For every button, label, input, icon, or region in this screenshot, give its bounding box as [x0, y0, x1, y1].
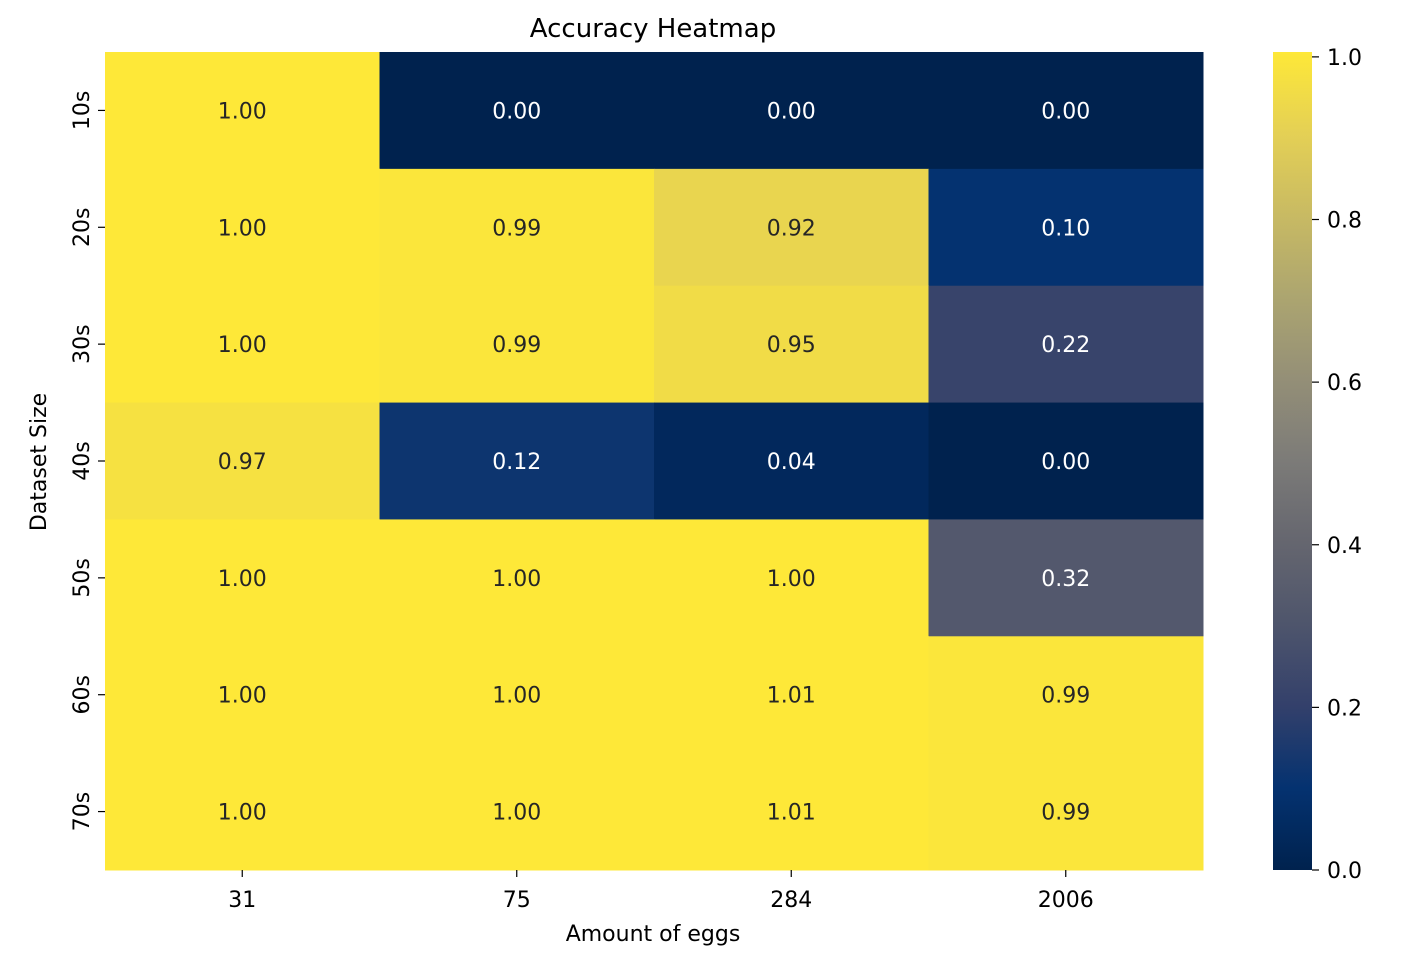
cell-value-label: 1.00: [767, 567, 816, 592]
heatmap-cell: [105, 753, 380, 871]
heatmap-cell: [105, 285, 380, 404]
heatmap-cell: [654, 168, 929, 287]
heatmap-cell: [928, 519, 1204, 637]
cell-value-label: 0.99: [1041, 684, 1090, 709]
heatmap-cell: [928, 168, 1204, 287]
cell-value-label: 0.97: [218, 450, 267, 475]
heatmap-cell: [379, 168, 655, 287]
cell-value-label: 1.00: [492, 801, 541, 826]
cell-value-label: 0.99: [1041, 801, 1090, 826]
cell-value-label: 0.99: [492, 333, 541, 358]
x-tick-label: 2006: [1038, 888, 1094, 913]
colorbar-tick-label: 0.2: [1327, 696, 1362, 721]
heatmap-cell: [379, 636, 655, 754]
heatmap-cell: [379, 519, 655, 637]
heatmap-cell: [654, 52, 929, 170]
cell-value-label: 0.92: [767, 216, 816, 241]
cell-value-label: 1.00: [218, 216, 267, 241]
heatmap-cell: [379, 753, 655, 871]
cell-value-label: 1.00: [218, 684, 267, 709]
y-tick-label: 50s: [70, 558, 95, 597]
cell-value-label: 1.00: [218, 567, 267, 592]
y-tick-label: 20s: [70, 208, 95, 247]
cell-value-label: 0.00: [492, 99, 541, 124]
heatmap-cell: [654, 753, 929, 871]
heatmap-cells: 1.00 0.00 0.00 0.00 1.00 0.99 0.92 0.10 1.00 0.99…: [105, 52, 1204, 871]
cell-value-label: 0.99: [492, 216, 541, 241]
heatmap-cell: [928, 753, 1204, 871]
x-axis: 31 75 284 2006: [228, 870, 1094, 913]
heatmap-cell: [928, 402, 1204, 520]
cell-value-label: 1.01: [767, 801, 816, 826]
colorbar-ticks: 0.0 0.2 0.4 0.6 0.8 1.0: [1312, 46, 1362, 884]
heatmap-cell: [379, 402, 655, 520]
heatmap-cell: [379, 285, 655, 404]
cell-value-label: 0.00: [767, 99, 816, 124]
cell-value-label: 1.00: [492, 567, 541, 592]
colorbar: [1273, 52, 1312, 870]
heatmap-cell: [105, 636, 380, 754]
colorbar-tick-label: 1.0: [1327, 46, 1362, 71]
heatmap-cell: [105, 402, 380, 520]
cell-value-label: 1.00: [218, 333, 267, 358]
chart-title: Accuracy Heatmap: [530, 14, 776, 44]
cell-value-label: 0.22: [1041, 333, 1090, 358]
heatmap-cell: [654, 285, 929, 404]
x-tick-label: 31: [228, 888, 256, 913]
heatmap-cell: [928, 52, 1204, 170]
y-tick-label: 70s: [70, 792, 95, 831]
cell-value-label: 0.32: [1041, 567, 1090, 592]
colorbar-tick-label: 0.0: [1327, 859, 1362, 884]
cell-value-label: 0.12: [492, 450, 541, 475]
y-axis-label: Dataset Size: [27, 393, 52, 531]
heatmap-cell: [654, 402, 929, 520]
colorbar-tick-label: 0.8: [1327, 209, 1362, 234]
cell-value-label: 1.00: [492, 684, 541, 709]
y-axis: 10s 20s 30s 40s 50s 60s 70s: [70, 91, 105, 831]
cell-value-label: 1.00: [218, 99, 267, 124]
heatmap-cell: [654, 519, 929, 637]
x-axis-label: Amount of eggs: [566, 922, 741, 947]
heatmap-cell: [105, 519, 380, 637]
heatmap-cell: [379, 52, 655, 170]
cell-value-label: 1.00: [218, 801, 267, 826]
cell-value-label: 0.00: [1041, 99, 1090, 124]
cell-value-label: 0.95: [767, 333, 816, 358]
colorbar-tick-label: 0.4: [1327, 534, 1362, 559]
cell-value-label: 0.10: [1041, 216, 1090, 241]
heatmap-cell: [105, 168, 380, 287]
x-tick-label: 284: [770, 888, 812, 913]
colorbar-tick-label: 0.6: [1327, 371, 1362, 396]
y-tick-label: 40s: [70, 441, 95, 480]
heatmap-cell: [105, 52, 380, 170]
heatmap-cell: [654, 636, 929, 754]
cell-value-label: 0.00: [1041, 450, 1090, 475]
cell-value-label: 1.01: [767, 684, 816, 709]
y-tick-label: 30s: [70, 324, 95, 363]
heatmap-cell: [928, 636, 1204, 754]
cell-value-label: 0.04: [767, 450, 816, 475]
y-tick-label: 60s: [70, 675, 95, 714]
y-tick-label: 10s: [70, 91, 95, 130]
heatmap-cell: [928, 285, 1204, 404]
x-tick-label: 75: [503, 888, 531, 913]
